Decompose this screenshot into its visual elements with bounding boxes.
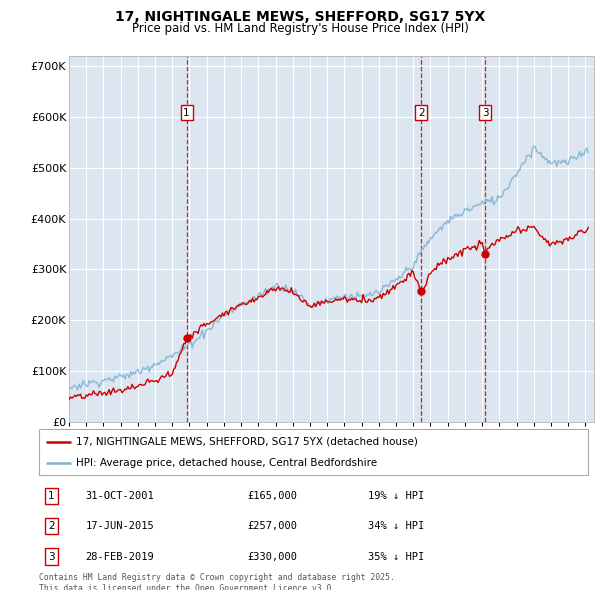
Text: 28-FEB-2019: 28-FEB-2019 bbox=[86, 552, 154, 562]
Text: 17, NIGHTINGALE MEWS, SHEFFORD, SG17 5YX: 17, NIGHTINGALE MEWS, SHEFFORD, SG17 5YX bbox=[115, 10, 485, 24]
Text: 2: 2 bbox=[418, 108, 424, 118]
Text: 34% ↓ HPI: 34% ↓ HPI bbox=[368, 522, 425, 532]
Text: Contains HM Land Registry data © Crown copyright and database right 2025.
This d: Contains HM Land Registry data © Crown c… bbox=[39, 573, 395, 590]
Text: 3: 3 bbox=[482, 108, 488, 118]
Text: 1: 1 bbox=[48, 491, 55, 501]
Text: 19% ↓ HPI: 19% ↓ HPI bbox=[368, 491, 425, 501]
Text: 1: 1 bbox=[184, 108, 190, 118]
Text: £257,000: £257,000 bbox=[248, 522, 298, 532]
Text: 17-JUN-2015: 17-JUN-2015 bbox=[86, 522, 154, 532]
Text: 35% ↓ HPI: 35% ↓ HPI bbox=[368, 552, 425, 562]
Text: HPI: Average price, detached house, Central Bedfordshire: HPI: Average price, detached house, Cent… bbox=[76, 458, 377, 468]
Text: £165,000: £165,000 bbox=[248, 491, 298, 501]
Text: 2: 2 bbox=[48, 522, 55, 532]
Text: 3: 3 bbox=[48, 552, 55, 562]
Text: 31-OCT-2001: 31-OCT-2001 bbox=[86, 491, 154, 501]
Text: Price paid vs. HM Land Registry's House Price Index (HPI): Price paid vs. HM Land Registry's House … bbox=[131, 22, 469, 35]
Text: 17, NIGHTINGALE MEWS, SHEFFORD, SG17 5YX (detached house): 17, NIGHTINGALE MEWS, SHEFFORD, SG17 5YX… bbox=[76, 437, 418, 447]
Text: £330,000: £330,000 bbox=[248, 552, 298, 562]
